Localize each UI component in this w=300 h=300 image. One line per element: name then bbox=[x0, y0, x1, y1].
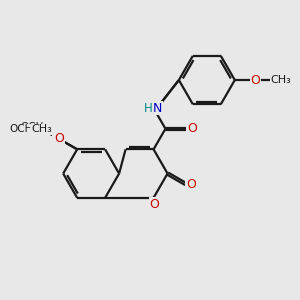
Text: N: N bbox=[152, 102, 162, 115]
Text: O: O bbox=[54, 132, 64, 145]
Text: O: O bbox=[52, 132, 62, 145]
Text: CH₃: CH₃ bbox=[31, 124, 52, 134]
Text: O: O bbox=[250, 74, 260, 86]
Text: CH₃: CH₃ bbox=[270, 75, 291, 85]
Text: O: O bbox=[186, 178, 196, 190]
Text: O: O bbox=[149, 198, 159, 211]
Text: OCH₃: OCH₃ bbox=[21, 122, 48, 132]
Text: H: H bbox=[144, 102, 153, 115]
Text: OCH₃: OCH₃ bbox=[9, 124, 37, 134]
Text: O: O bbox=[187, 122, 197, 135]
